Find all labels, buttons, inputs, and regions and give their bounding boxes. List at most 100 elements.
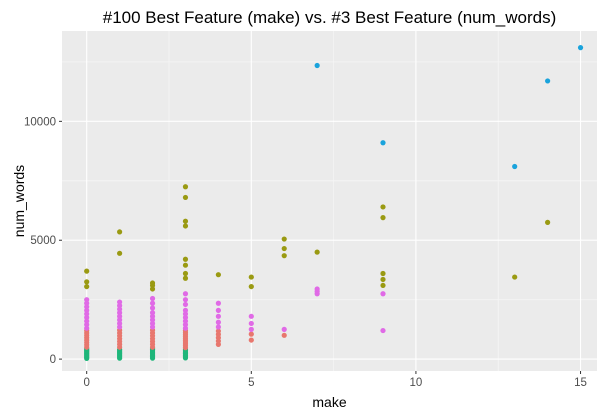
data-point — [380, 276, 386, 283]
data-point — [117, 324, 123, 330]
data-point — [577, 45, 584, 51]
data-point — [512, 274, 518, 280]
data-point — [380, 270, 386, 277]
data-point — [512, 163, 518, 170]
data-point — [248, 313, 254, 319]
x-axis-ticks: 0 5 10 15 — [83, 371, 587, 389]
data-point — [248, 337, 254, 343]
data-point — [215, 300, 221, 306]
data-point — [84, 307, 90, 313]
y-tick-label: 5000 — [30, 235, 56, 247]
x-tick-label: 5 — [248, 377, 254, 389]
data-point — [215, 324, 221, 330]
x-tick-label: 0 — [83, 377, 89, 389]
data-point — [149, 280, 156, 286]
data-point — [182, 184, 189, 190]
data-point — [149, 317, 156, 323]
plot-panel — [62, 31, 597, 371]
data-point — [182, 307, 189, 313]
data-point — [182, 223, 189, 229]
data-point — [84, 304, 90, 310]
data-point — [215, 307, 221, 313]
data-point — [215, 313, 221, 319]
data-point — [215, 328, 221, 334]
data-point — [117, 250, 123, 256]
y-tick-label: 0 — [50, 354, 56, 366]
x-tick-label: 10 — [410, 377, 423, 389]
data-point — [84, 283, 90, 290]
data-point — [248, 326, 254, 332]
data-point — [117, 310, 123, 316]
data-point — [182, 256, 189, 262]
data-point — [84, 311, 90, 317]
y-axis-title: num_words — [11, 165, 27, 237]
y-tick-label: 10000 — [24, 116, 56, 128]
data-point — [248, 283, 254, 290]
data-point — [149, 295, 156, 302]
data-point — [84, 318, 90, 324]
data-point — [149, 313, 156, 319]
data-point — [84, 300, 90, 306]
data-point — [117, 317, 123, 323]
data-point — [182, 314, 189, 321]
data-point — [117, 320, 123, 327]
data-point — [248, 274, 254, 280]
data-point — [117, 303, 123, 309]
y-axis-ticks: 0 5000 10000 — [24, 116, 62, 366]
data-point — [314, 249, 320, 255]
data-point — [281, 253, 287, 259]
x-tick-label: 15 — [574, 377, 587, 389]
data-point — [182, 322, 189, 328]
data-point — [84, 314, 90, 321]
data-point — [314, 62, 320, 69]
data-point — [149, 324, 156, 330]
data-point — [380, 140, 386, 146]
data-point — [314, 286, 320, 292]
data-point — [149, 310, 156, 316]
data-point — [248, 320, 254, 327]
data-point — [182, 275, 189, 281]
data-point — [215, 272, 221, 278]
data-point — [182, 218, 189, 224]
data-point — [84, 325, 90, 331]
data-point — [182, 297, 189, 303]
data-point — [281, 326, 287, 332]
data-point — [545, 219, 551, 225]
data-point — [281, 332, 287, 338]
data-point — [182, 291, 189, 297]
data-point — [149, 320, 156, 327]
chart-title: #100 Best Feature (make) vs. #3 Best Fea… — [103, 8, 557, 27]
data-point — [281, 236, 287, 242]
data-point — [281, 245, 287, 252]
data-point — [182, 325, 189, 331]
data-point — [149, 300, 156, 306]
data-point — [84, 268, 90, 274]
data-point — [117, 229, 123, 235]
data-point — [380, 204, 386, 210]
data-point — [182, 194, 189, 201]
data-point — [545, 78, 551, 84]
x-axis-title: make — [312, 394, 346, 410]
data-point — [117, 306, 123, 312]
data-point — [380, 215, 386, 221]
data-point — [117, 299, 123, 305]
data-point — [182, 318, 189, 324]
data-point — [84, 297, 90, 303]
data-points — [84, 45, 584, 361]
data-point — [84, 279, 90, 285]
data-point — [215, 319, 221, 325]
data-point — [380, 282, 386, 289]
data-point — [117, 313, 123, 319]
data-point — [248, 331, 254, 337]
data-point — [149, 305, 156, 311]
data-point — [149, 286, 156, 292]
data-point — [182, 301, 189, 308]
data-point — [84, 322, 90, 328]
data-point — [182, 262, 189, 268]
data-point — [182, 270, 189, 277]
data-point — [380, 327, 386, 334]
data-point — [182, 311, 189, 317]
data-point — [380, 291, 386, 297]
